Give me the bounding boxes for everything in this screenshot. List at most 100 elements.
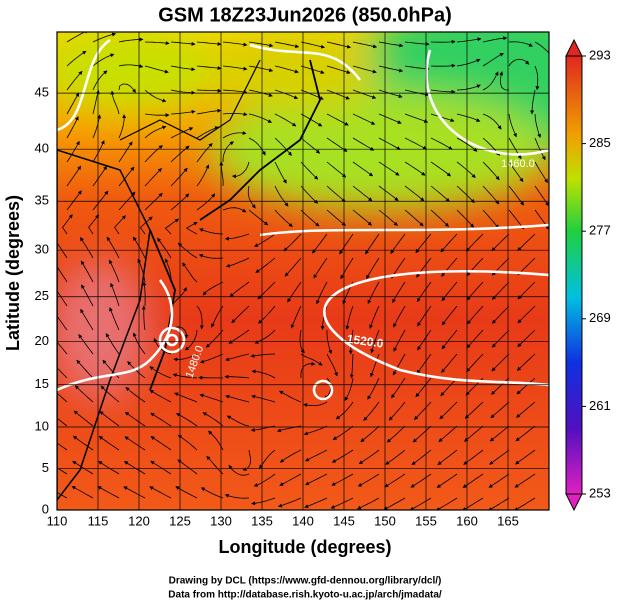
streamline xyxy=(255,257,276,273)
y-tick-label: 0 xyxy=(42,501,49,516)
x-tick-label: 140 xyxy=(292,513,314,528)
streamline xyxy=(466,305,484,325)
colorbar-tick-label: 293 xyxy=(589,47,611,62)
streamline xyxy=(456,37,482,43)
streamline xyxy=(412,425,432,443)
streamline xyxy=(456,209,475,228)
streamline xyxy=(92,114,102,139)
streamline xyxy=(404,89,430,97)
y-axis-label: Latitude (degrees) xyxy=(3,195,23,351)
streamline xyxy=(393,329,406,352)
streamline xyxy=(414,401,432,420)
streamline xyxy=(248,209,269,226)
streamline xyxy=(300,41,326,49)
streamline xyxy=(71,485,94,499)
streamline xyxy=(409,497,432,510)
y-tick-label: 40 xyxy=(35,141,49,156)
streamline xyxy=(196,143,213,163)
streamline xyxy=(144,145,163,163)
streamline xyxy=(352,209,373,226)
streamline xyxy=(300,185,319,204)
streamline xyxy=(144,113,170,118)
streamline xyxy=(326,41,352,49)
streamline xyxy=(274,89,299,100)
streamline xyxy=(352,185,373,202)
streamline xyxy=(224,493,250,499)
streamline xyxy=(196,126,219,139)
streamline xyxy=(326,330,333,355)
streamline xyxy=(164,258,172,282)
streamline xyxy=(516,401,536,418)
streamline xyxy=(110,90,120,115)
streamline xyxy=(345,305,354,330)
streamline xyxy=(144,125,167,139)
streamline xyxy=(124,411,146,427)
streamline xyxy=(57,237,68,259)
streamline xyxy=(222,41,248,47)
streamline xyxy=(416,353,432,375)
streamline xyxy=(517,305,536,324)
streamline xyxy=(482,161,500,181)
streamline xyxy=(92,165,107,187)
streamline xyxy=(370,353,380,378)
streamline xyxy=(430,209,449,227)
colorbar-cap xyxy=(565,38,583,57)
streamline xyxy=(182,262,198,283)
streamline xyxy=(517,329,536,348)
streamline xyxy=(274,185,289,207)
streamline xyxy=(352,161,374,177)
streamline xyxy=(253,473,276,487)
streamline xyxy=(430,113,455,123)
streamline xyxy=(378,209,398,226)
streamline xyxy=(461,497,484,510)
streamline xyxy=(72,460,94,475)
streamline xyxy=(66,140,80,163)
streamline xyxy=(57,467,68,475)
streamline xyxy=(196,65,222,71)
streamline xyxy=(462,473,484,488)
streamline xyxy=(164,218,180,235)
streamline xyxy=(92,90,100,115)
y-tick-label: 30 xyxy=(35,242,49,257)
x-tick-label: 110 xyxy=(47,513,68,528)
streamline xyxy=(489,425,510,442)
streamline xyxy=(300,65,325,74)
streamline xyxy=(142,281,147,307)
streamline xyxy=(123,486,146,499)
streamline xyxy=(57,341,68,355)
streamline xyxy=(185,221,198,235)
streamline xyxy=(231,161,250,179)
streamline xyxy=(92,53,115,67)
streamline xyxy=(430,161,452,177)
streamline xyxy=(139,216,153,235)
x-tick-label: 160 xyxy=(456,513,478,528)
streamline xyxy=(430,137,453,150)
streamline xyxy=(92,190,109,211)
streamline xyxy=(222,131,247,139)
streamline xyxy=(404,65,430,71)
streamline xyxy=(326,65,351,74)
streamline xyxy=(332,425,354,440)
streamline xyxy=(150,412,172,427)
streamline xyxy=(97,486,120,499)
streamline xyxy=(440,377,458,397)
streamline xyxy=(225,353,250,362)
x-tick-label: 150 xyxy=(374,513,396,528)
streamline xyxy=(437,449,458,465)
streamline xyxy=(172,373,198,379)
streamline xyxy=(439,401,458,420)
colorbar-tick-label: 253 xyxy=(589,485,611,500)
streamline xyxy=(99,410,120,427)
streamline xyxy=(491,233,510,252)
streamline xyxy=(384,473,406,488)
streamline xyxy=(149,486,172,499)
streamline xyxy=(352,113,376,125)
streamline xyxy=(340,257,354,280)
streamline xyxy=(300,361,316,379)
streamline xyxy=(335,401,354,420)
streamline xyxy=(404,161,426,176)
streamline xyxy=(378,65,404,73)
streamline xyxy=(417,329,432,351)
streamline xyxy=(279,473,302,486)
streamline xyxy=(254,233,276,247)
